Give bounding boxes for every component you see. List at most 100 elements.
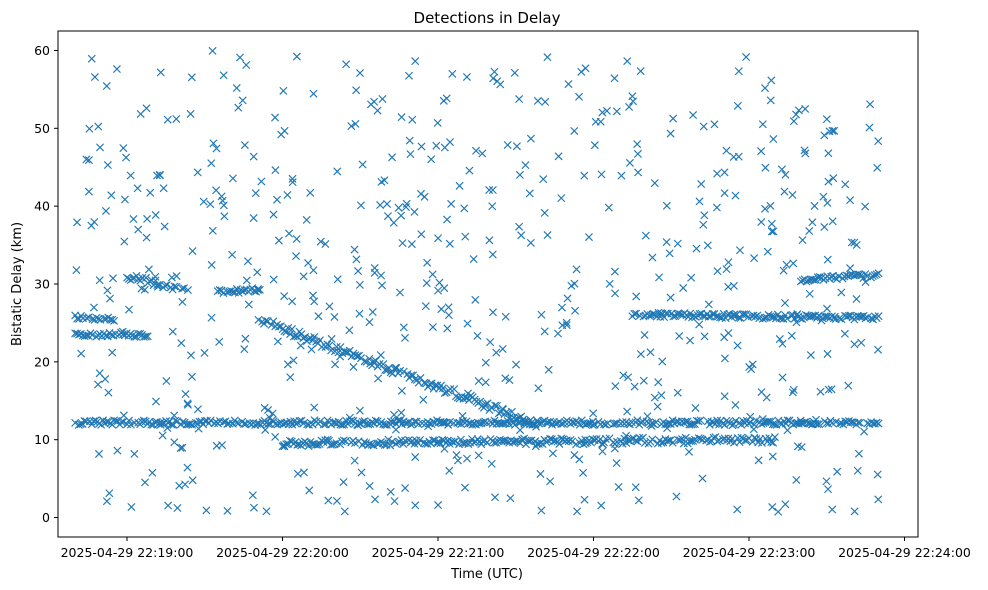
track-point bbox=[180, 284, 189, 293]
noise-point bbox=[758, 120, 767, 129]
noise-point bbox=[584, 233, 593, 242]
noise-point bbox=[186, 109, 195, 118]
noise-point bbox=[129, 215, 138, 224]
noise-point bbox=[183, 399, 192, 408]
track-point bbox=[360, 438, 369, 447]
noise-point bbox=[610, 444, 619, 453]
noise-point bbox=[94, 449, 103, 458]
track-point bbox=[429, 436, 438, 445]
track-point bbox=[381, 366, 390, 375]
track-point bbox=[287, 325, 296, 334]
noise-point bbox=[733, 341, 742, 350]
noise-point bbox=[194, 424, 203, 433]
noise-point bbox=[242, 276, 251, 285]
noise-point bbox=[617, 171, 626, 180]
track-point bbox=[225, 419, 234, 428]
noise-point bbox=[575, 92, 584, 101]
y-tick-label: 50 bbox=[34, 121, 50, 136]
noise-point bbox=[850, 340, 859, 349]
noise-point bbox=[380, 176, 389, 185]
noise-point bbox=[440, 444, 449, 453]
noise-point bbox=[462, 72, 471, 81]
noise-point bbox=[119, 411, 128, 420]
noise-point bbox=[865, 123, 874, 132]
noise-point bbox=[292, 52, 301, 61]
noise-point bbox=[554, 152, 563, 161]
track-point bbox=[468, 420, 477, 429]
track-point bbox=[767, 438, 776, 447]
track-point bbox=[708, 310, 717, 319]
noise-point bbox=[730, 310, 739, 319]
noise-point bbox=[768, 503, 777, 512]
x-tick-label: 2025-04-29 22:22:00 bbox=[527, 545, 660, 560]
noise-point bbox=[758, 415, 767, 424]
noise-point bbox=[757, 147, 766, 156]
track-point bbox=[679, 439, 688, 448]
noise-point bbox=[734, 67, 743, 76]
noise-point bbox=[675, 332, 684, 341]
noise-point bbox=[819, 192, 828, 201]
noise-point bbox=[515, 222, 524, 231]
noise-point bbox=[824, 149, 833, 158]
noise-point bbox=[309, 89, 318, 98]
noise-point bbox=[124, 305, 134, 314]
track-point bbox=[360, 357, 369, 366]
track-point bbox=[108, 315, 117, 324]
noise-point bbox=[490, 493, 500, 502]
noise-point bbox=[761, 163, 770, 172]
noise-point bbox=[622, 431, 631, 440]
noise-point bbox=[788, 388, 797, 397]
noise-point bbox=[164, 501, 173, 510]
track-point bbox=[874, 419, 883, 428]
noise-point bbox=[356, 69, 365, 78]
noise-point bbox=[774, 507, 783, 516]
noise-point bbox=[634, 168, 643, 177]
noise-point bbox=[293, 469, 302, 478]
noise-point bbox=[285, 229, 294, 238]
noise-point bbox=[777, 165, 786, 174]
noise-point bbox=[330, 312, 339, 321]
noise-point bbox=[704, 300, 713, 309]
noise-point bbox=[188, 476, 197, 485]
noise-point bbox=[181, 480, 190, 489]
noise-point bbox=[288, 178, 297, 187]
noise-point bbox=[176, 444, 185, 453]
noise-point bbox=[722, 146, 731, 155]
noise-point bbox=[824, 385, 833, 394]
noise-point bbox=[167, 273, 176, 282]
noise-point bbox=[323, 435, 332, 444]
noise-point bbox=[219, 71, 228, 80]
noise-point bbox=[209, 139, 218, 148]
noise-point bbox=[383, 212, 392, 221]
noise-point bbox=[345, 413, 354, 422]
noise-point bbox=[778, 339, 787, 348]
noise-point bbox=[156, 420, 165, 429]
noise-point bbox=[805, 227, 814, 236]
noise-point bbox=[127, 502, 136, 511]
track-point bbox=[147, 420, 156, 429]
noise-point bbox=[633, 149, 642, 158]
noise-point bbox=[792, 475, 801, 484]
noise-point bbox=[434, 286, 443, 295]
noise-point bbox=[253, 268, 262, 277]
noise-point bbox=[817, 316, 826, 325]
noise-point bbox=[262, 507, 271, 516]
noise-point bbox=[487, 459, 496, 468]
track-point bbox=[557, 434, 566, 443]
track-point bbox=[110, 316, 119, 325]
noise-point bbox=[273, 195, 282, 204]
noise-point bbox=[269, 210, 278, 219]
noise-point bbox=[648, 253, 657, 262]
noise-point bbox=[563, 294, 572, 303]
noise-point bbox=[220, 212, 229, 221]
noise-point bbox=[368, 308, 377, 317]
noise-point bbox=[73, 218, 82, 227]
noise-point bbox=[501, 312, 510, 321]
noise-point bbox=[439, 418, 448, 427]
noise-point bbox=[105, 294, 114, 303]
noise-point bbox=[794, 106, 803, 115]
noise-point bbox=[673, 388, 682, 397]
noise-point bbox=[496, 80, 505, 89]
noise-point bbox=[654, 378, 663, 387]
noise-point bbox=[377, 271, 386, 280]
